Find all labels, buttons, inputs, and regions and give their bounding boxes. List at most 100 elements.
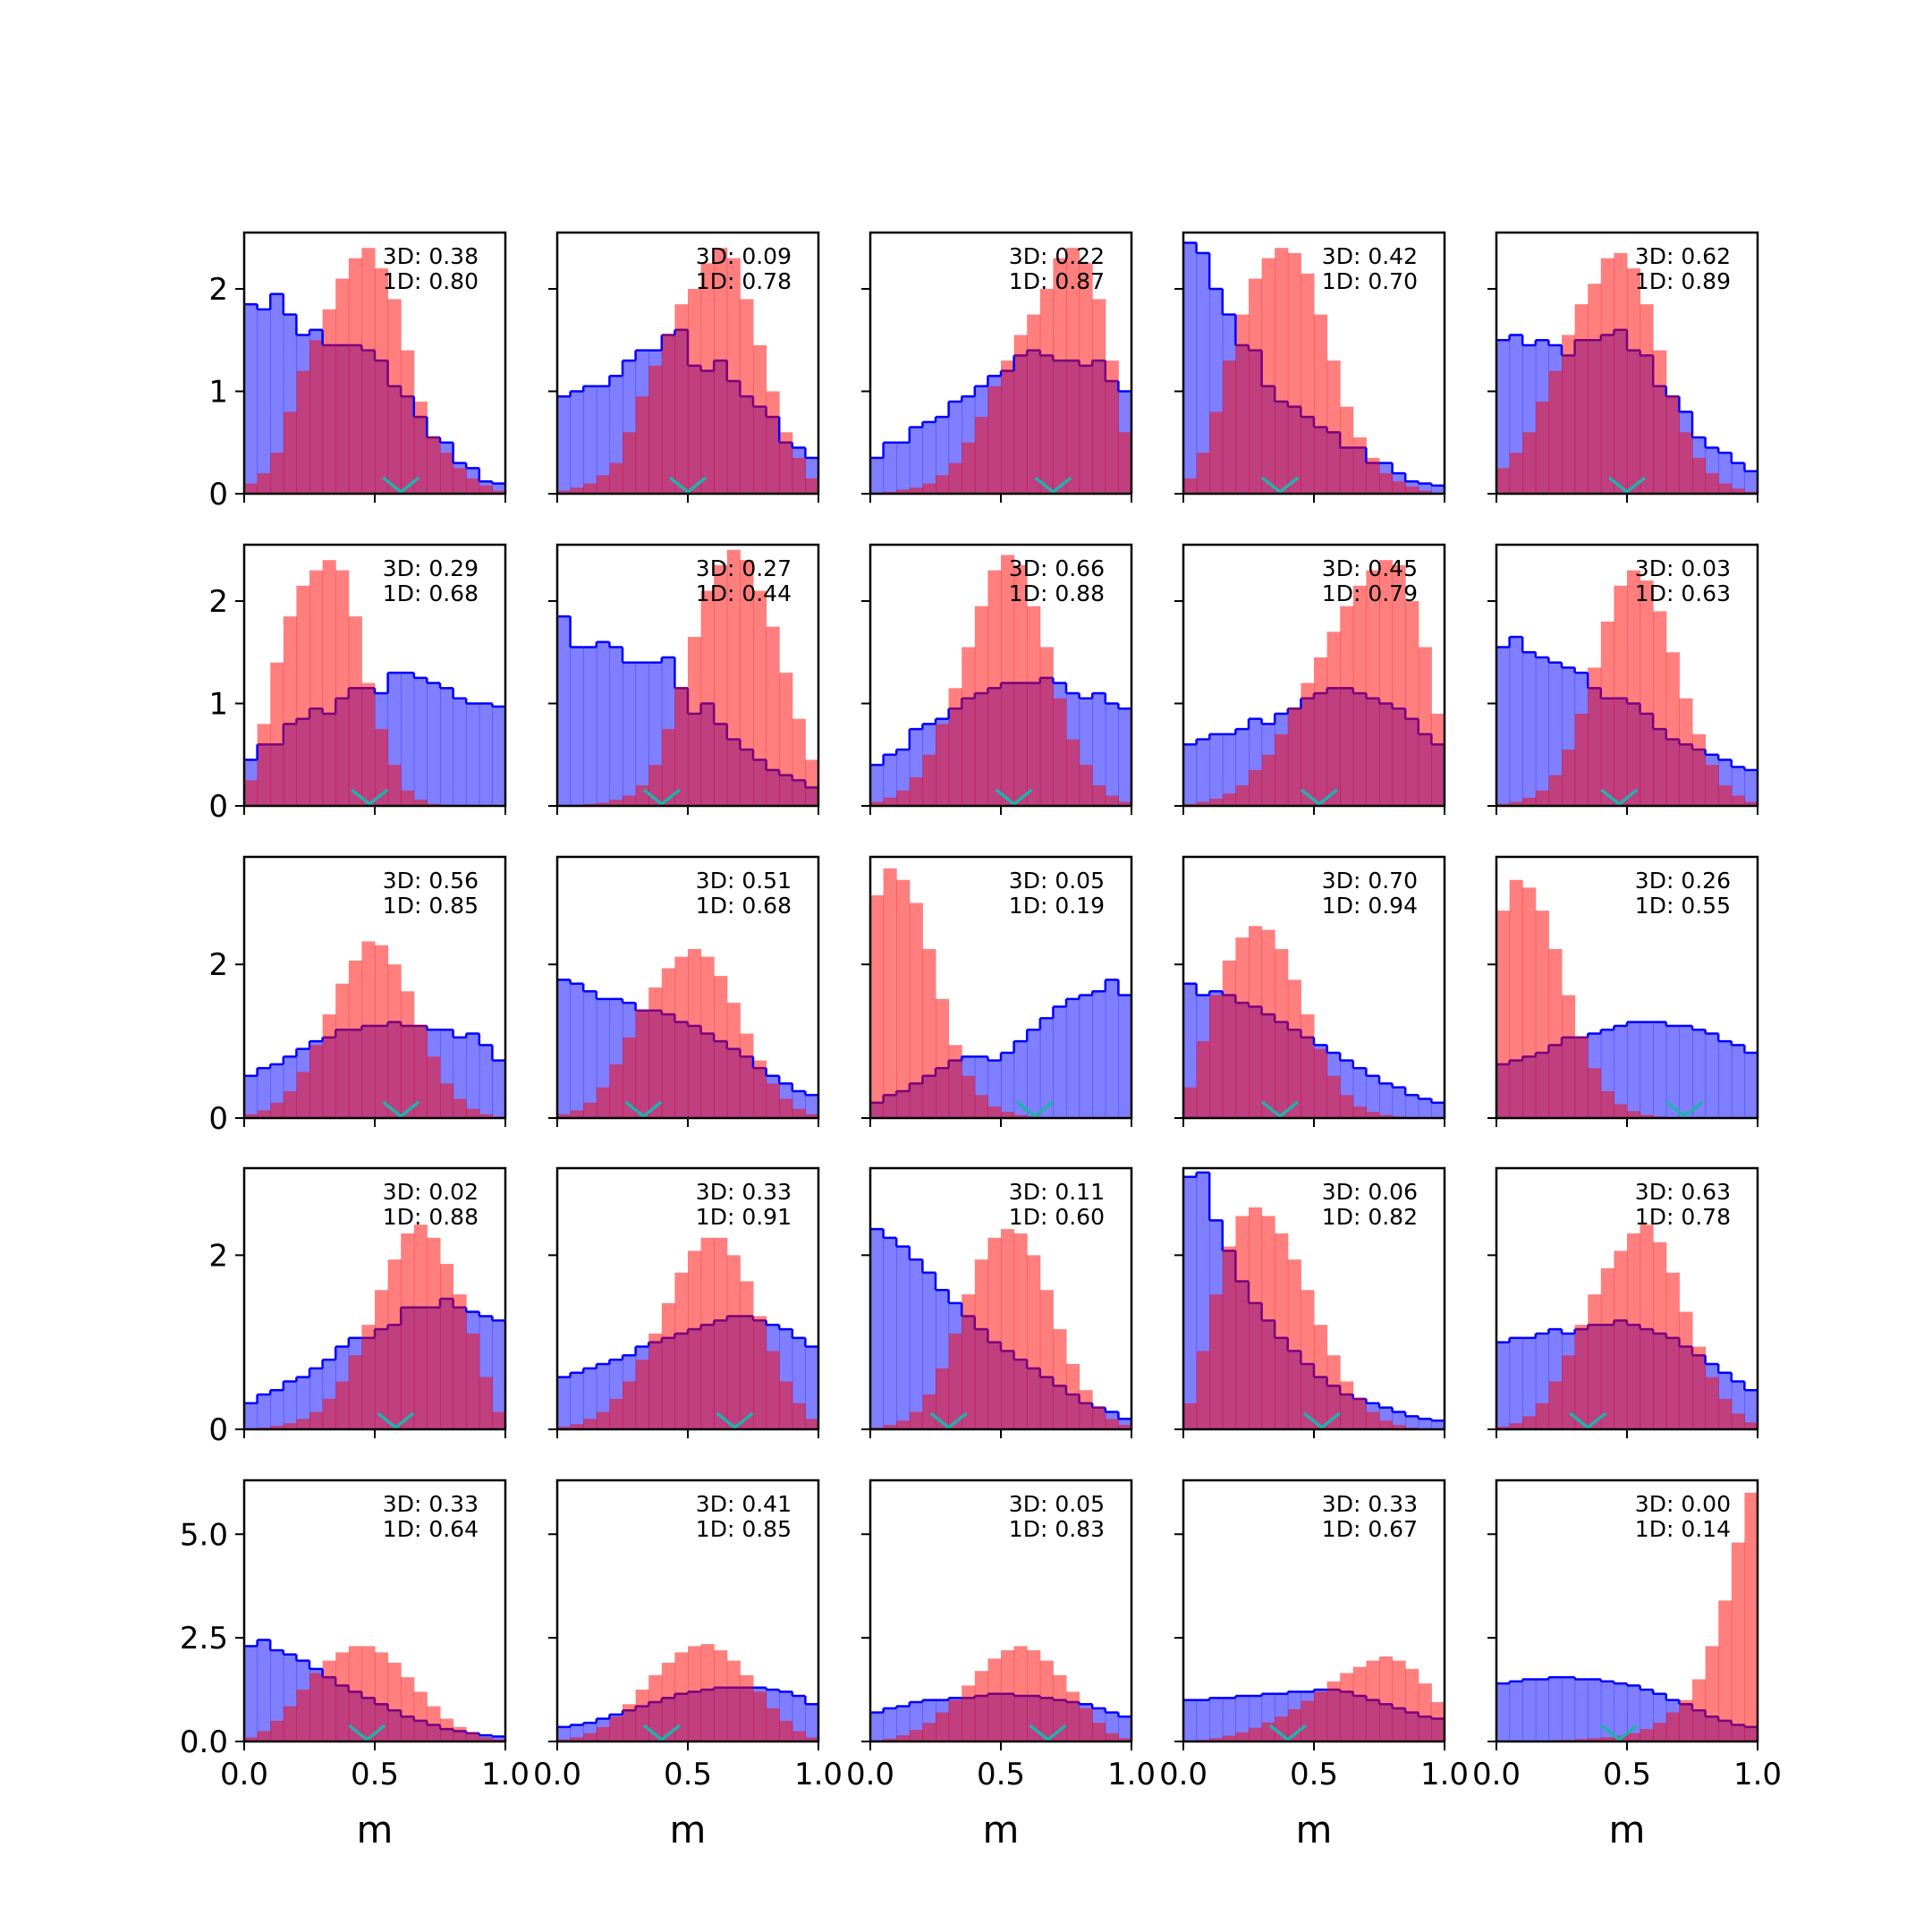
blue-bar: [792, 1696, 806, 1741]
red-bar: [1352, 585, 1367, 806]
red-bar: [1235, 1732, 1250, 1741]
red-bar: [779, 673, 793, 806]
red-bar: [1287, 252, 1301, 494]
x-tick-label: 1.0: [794, 1757, 843, 1792]
marker-chevron: [995, 788, 1033, 806]
red-bar: [244, 1737, 258, 1741]
red-bar: [1574, 1739, 1589, 1741]
red-bar: [1535, 401, 1549, 494]
red-bar: [870, 894, 885, 1118]
red-bar: [1066, 1691, 1080, 1741]
red-bar: [1001, 1112, 1015, 1118]
blue-bar: [870, 1712, 885, 1741]
red-bar: [1222, 1246, 1236, 1429]
red-bar: [1209, 798, 1224, 806]
blue-bar: [1418, 483, 1432, 494]
marker-chevron: [1600, 1724, 1639, 1741]
red-bar: [1600, 1267, 1614, 1429]
blue-bar: [1196, 1699, 1210, 1741]
panel-annotation: 3D: 0.42: [1322, 243, 1418, 269]
red-bar: [1392, 1660, 1406, 1741]
red-bar: [401, 790, 415, 806]
blue-bar: [1548, 1677, 1563, 1741]
red-bar: [1352, 1666, 1367, 1741]
red-bar: [1640, 580, 1654, 806]
panel-annotation: 3D: 0.02: [383, 1179, 479, 1205]
red-bar: [570, 1424, 584, 1429]
red-bar: [440, 1264, 454, 1429]
red-bar: [1627, 1111, 1641, 1118]
red-bar: [909, 487, 923, 494]
red-bar: [335, 1381, 350, 1429]
blue-bar: [1183, 242, 1198, 494]
blue-bar: [623, 662, 637, 806]
blue-bar: [270, 1390, 284, 1429]
panel-annotation: 1D: 0.78: [1635, 1204, 1731, 1230]
red-bar: [1235, 785, 1250, 806]
red-bar: [714, 1650, 728, 1741]
red-bar: [596, 475, 610, 494]
red-bar: [257, 724, 271, 806]
blue-bar: [492, 1060, 505, 1118]
panel-annotation: 1D: 0.80: [383, 268, 479, 294]
red-bar: [244, 483, 258, 494]
marker-chevron: [1302, 1411, 1341, 1429]
blue-bar: [413, 677, 428, 806]
red-bar: [1118, 801, 1131, 806]
panel-annotation: 1D: 0.88: [383, 1204, 479, 1230]
red-bar: [322, 1014, 336, 1118]
marker-chevron: [1600, 788, 1639, 806]
red-bar: [375, 729, 389, 806]
blue-bar: [1431, 1420, 1445, 1429]
red-bar: [1640, 304, 1654, 494]
red-bar: [714, 564, 728, 806]
red-bar: [1301, 682, 1315, 806]
red-bar: [792, 1402, 806, 1429]
red-bar: [674, 1272, 689, 1429]
y-tick-label: 5.0: [180, 1517, 228, 1553]
red-bar: [375, 1290, 389, 1429]
red-bar: [322, 1660, 336, 1741]
red-bar: [635, 396, 649, 494]
blue-bar: [1039, 1018, 1054, 1118]
blue-bar: [492, 706, 505, 806]
red-bar: [1705, 1646, 1719, 1741]
blue-bar: [244, 1402, 258, 1429]
red-bar: [322, 560, 336, 806]
blue-bar: [1496, 1342, 1511, 1429]
red-bar: [1665, 1272, 1680, 1429]
blue-bar: [557, 1377, 572, 1429]
red-bar: [1092, 1723, 1106, 1741]
red-bar: [1562, 335, 1576, 494]
blue-bar: [1183, 1176, 1198, 1429]
red-bar: [1535, 790, 1549, 806]
red-bar: [1705, 473, 1719, 494]
red-bar: [1039, 288, 1054, 494]
red-bar: [1183, 1402, 1198, 1429]
red-bar: [948, 1699, 962, 1741]
blue-bar: [1705, 1033, 1719, 1118]
marker-chevron: [1569, 1411, 1607, 1429]
red-bar: [1053, 1674, 1067, 1741]
red-bar: [726, 1660, 741, 1741]
marker-chevron: [624, 1100, 663, 1118]
red-bar: [1574, 1037, 1589, 1118]
red-bar: [623, 1037, 637, 1118]
red-bar: [962, 1685, 976, 1741]
red-bar: [1418, 1683, 1432, 1741]
red-bar: [335, 1652, 350, 1741]
red-bar: [1588, 667, 1602, 806]
red-bar: [1379, 1114, 1394, 1118]
red-bar: [348, 1646, 362, 1741]
red-bar: [1249, 769, 1263, 806]
red-bar: [296, 1419, 310, 1429]
blue-bar: [1379, 1083, 1394, 1118]
red-bar: [609, 800, 623, 806]
panel-annotation: 3D: 0.33: [696, 1179, 792, 1205]
blue-bar: [479, 703, 493, 806]
